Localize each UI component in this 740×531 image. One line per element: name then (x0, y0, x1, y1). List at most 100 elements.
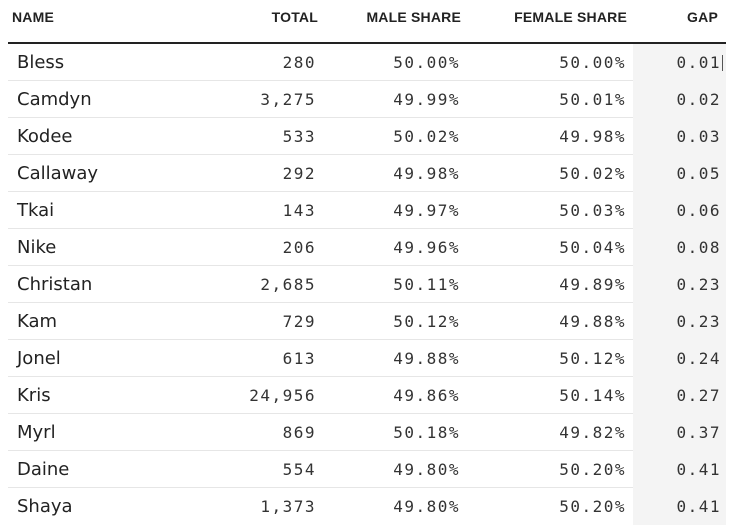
cell-total: 533 (282, 127, 316, 146)
text-cursor (722, 55, 723, 71)
cell-male-share: 50.02% (393, 127, 460, 146)
cell-total: 280 (282, 53, 316, 72)
cell-name: Kam (17, 311, 58, 332)
cell-total: 554 (282, 460, 316, 479)
gap-column-background (633, 192, 726, 229)
cell-female-share: 50.20% (559, 497, 626, 516)
header-total[interactable]: TOTAL (271, 9, 318, 25)
table-row: Nike 206 49.96% 50.04% 0.08 (8, 229, 726, 266)
cell-female-share: 50.04% (559, 238, 626, 257)
table-row: Kodee 533 50.02% 49.98% 0.03 (8, 118, 726, 155)
cell-male-share: 49.96% (393, 238, 460, 257)
table-body: Bless 280 50.00% 50.00% 0.01 Camdyn 3,275 49.99… (8, 44, 726, 525)
cell-total: 143 (282, 201, 316, 220)
data-table: NAME TOTAL MALE SHARE FEMALE SHARE GAP B… (8, 0, 726, 525)
table-row: Tkai 143 49.97% 50.03% 0.06 (8, 192, 726, 229)
cell-female-share: 50.02% (559, 164, 626, 183)
table-row: Bless 280 50.00% 50.00% 0.01 (8, 44, 726, 81)
cell-total: 3,275 (260, 90, 316, 109)
cell-name: Callaway (17, 163, 99, 184)
cell-female-share: 50.14% (559, 386, 626, 405)
cell-female-share: 50.03% (559, 201, 626, 220)
gap-column-background (633, 488, 726, 525)
cell-male-share: 49.88% (393, 349, 460, 368)
gap-column-background (633, 229, 726, 266)
gap-column-background (633, 451, 726, 488)
table-row: Christan 2,685 50.11% 49.89% 0.23 (8, 266, 726, 303)
cell-gap: 0.41 (676, 497, 721, 516)
cell-gap: 0.02 (676, 90, 721, 109)
cell-total: 1,373 (260, 497, 316, 516)
header-gap[interactable]: GAP (687, 9, 718, 25)
cell-name: Jonel (17, 348, 61, 369)
gap-column-background (633, 340, 726, 377)
header-female-share[interactable]: FEMALE SHARE (514, 9, 627, 25)
cell-gap: 0.03 (676, 127, 721, 146)
cell-name: Camdyn (17, 89, 92, 110)
cell-name: Shaya (17, 496, 73, 517)
cell-name: Myrl (17, 422, 56, 443)
table-row: Kam 729 50.12% 49.88% 0.23 (8, 303, 726, 340)
gap-column-background (633, 303, 726, 340)
table-header: NAME TOTAL MALE SHARE FEMALE SHARE GAP (8, 0, 726, 44)
cell-total: 206 (282, 238, 316, 257)
gap-column-background (633, 81, 726, 118)
cell-name: Tkai (17, 200, 55, 221)
table-row: Kris 24,956 49.86% 50.14% 0.27 (8, 377, 726, 414)
cell-male-share: 50.00% (393, 53, 460, 72)
cell-gap: 0.24 (676, 349, 721, 368)
gap-column-background (633, 155, 726, 192)
header-male-share[interactable]: MALE SHARE (366, 9, 461, 25)
cell-female-share: 49.82% (559, 423, 626, 442)
cell-gap: 0.06 (676, 201, 721, 220)
cell-female-share: 50.12% (559, 349, 626, 368)
cell-male-share: 49.98% (393, 164, 460, 183)
cell-male-share: 50.11% (393, 275, 460, 294)
cell-female-share: 50.00% (559, 53, 626, 72)
cell-male-share: 49.86% (393, 386, 460, 405)
cell-gap: 0.37 (676, 423, 721, 442)
cell-male-share: 49.99% (393, 90, 460, 109)
cell-name: Bless (17, 52, 65, 73)
cell-female-share: 50.01% (559, 90, 626, 109)
cell-total: 292 (282, 164, 316, 183)
gap-column-background (633, 266, 726, 303)
header-name[interactable]: NAME (12, 9, 55, 25)
cell-total: 2,685 (260, 275, 316, 294)
cell-name: Kodee (17, 126, 73, 147)
cell-gap: 0.23 (676, 275, 721, 294)
gap-column-background (633, 414, 726, 451)
table-row: Myrl 869 50.18% 49.82% 0.37 (8, 414, 726, 451)
cell-total: 869 (282, 423, 316, 442)
table-row: Shaya 1,373 49.80% 50.20% 0.41 (8, 488, 726, 525)
table-row: Jonel 613 49.88% 50.12% 0.24 (8, 340, 726, 377)
cell-male-share: 49.97% (393, 201, 460, 220)
cell-gap: 0.41 (676, 460, 721, 479)
gap-column-background (633, 377, 726, 414)
gap-column-background (633, 44, 726, 81)
gap-column-background (633, 118, 726, 155)
cell-female-share: 49.89% (559, 275, 626, 294)
cell-name: Kris (17, 385, 51, 406)
cell-gap: 0.23 (676, 312, 721, 331)
cell-male-share: 50.12% (393, 312, 460, 331)
cell-total: 613 (282, 349, 316, 368)
cell-total: 729 (282, 312, 316, 331)
cell-gap: 0.27 (676, 386, 721, 405)
cell-male-share: 49.80% (393, 497, 460, 516)
table-row: Daine 554 49.80% 50.20% 0.41 (8, 451, 726, 488)
cell-male-share: 49.80% (393, 460, 460, 479)
cell-female-share: 49.88% (559, 312, 626, 331)
cell-name: Nike (17, 237, 57, 258)
cell-name: Christan (17, 274, 93, 295)
cell-total: 24,956 (249, 386, 316, 405)
cell-male-share: 50.18% (393, 423, 460, 442)
cell-female-share: 49.98% (559, 127, 626, 146)
cell-gap: 0.05 (676, 164, 721, 183)
cell-female-share: 50.20% (559, 460, 626, 479)
table-row: Callaway 292 49.98% 50.02% 0.05 (8, 155, 726, 192)
cell-gap: 0.01 (676, 53, 721, 72)
cell-gap: 0.08 (676, 238, 721, 257)
table-row: Camdyn 3,275 49.99% 50.01% 0.02 (8, 81, 726, 118)
cell-name: Daine (17, 459, 70, 480)
